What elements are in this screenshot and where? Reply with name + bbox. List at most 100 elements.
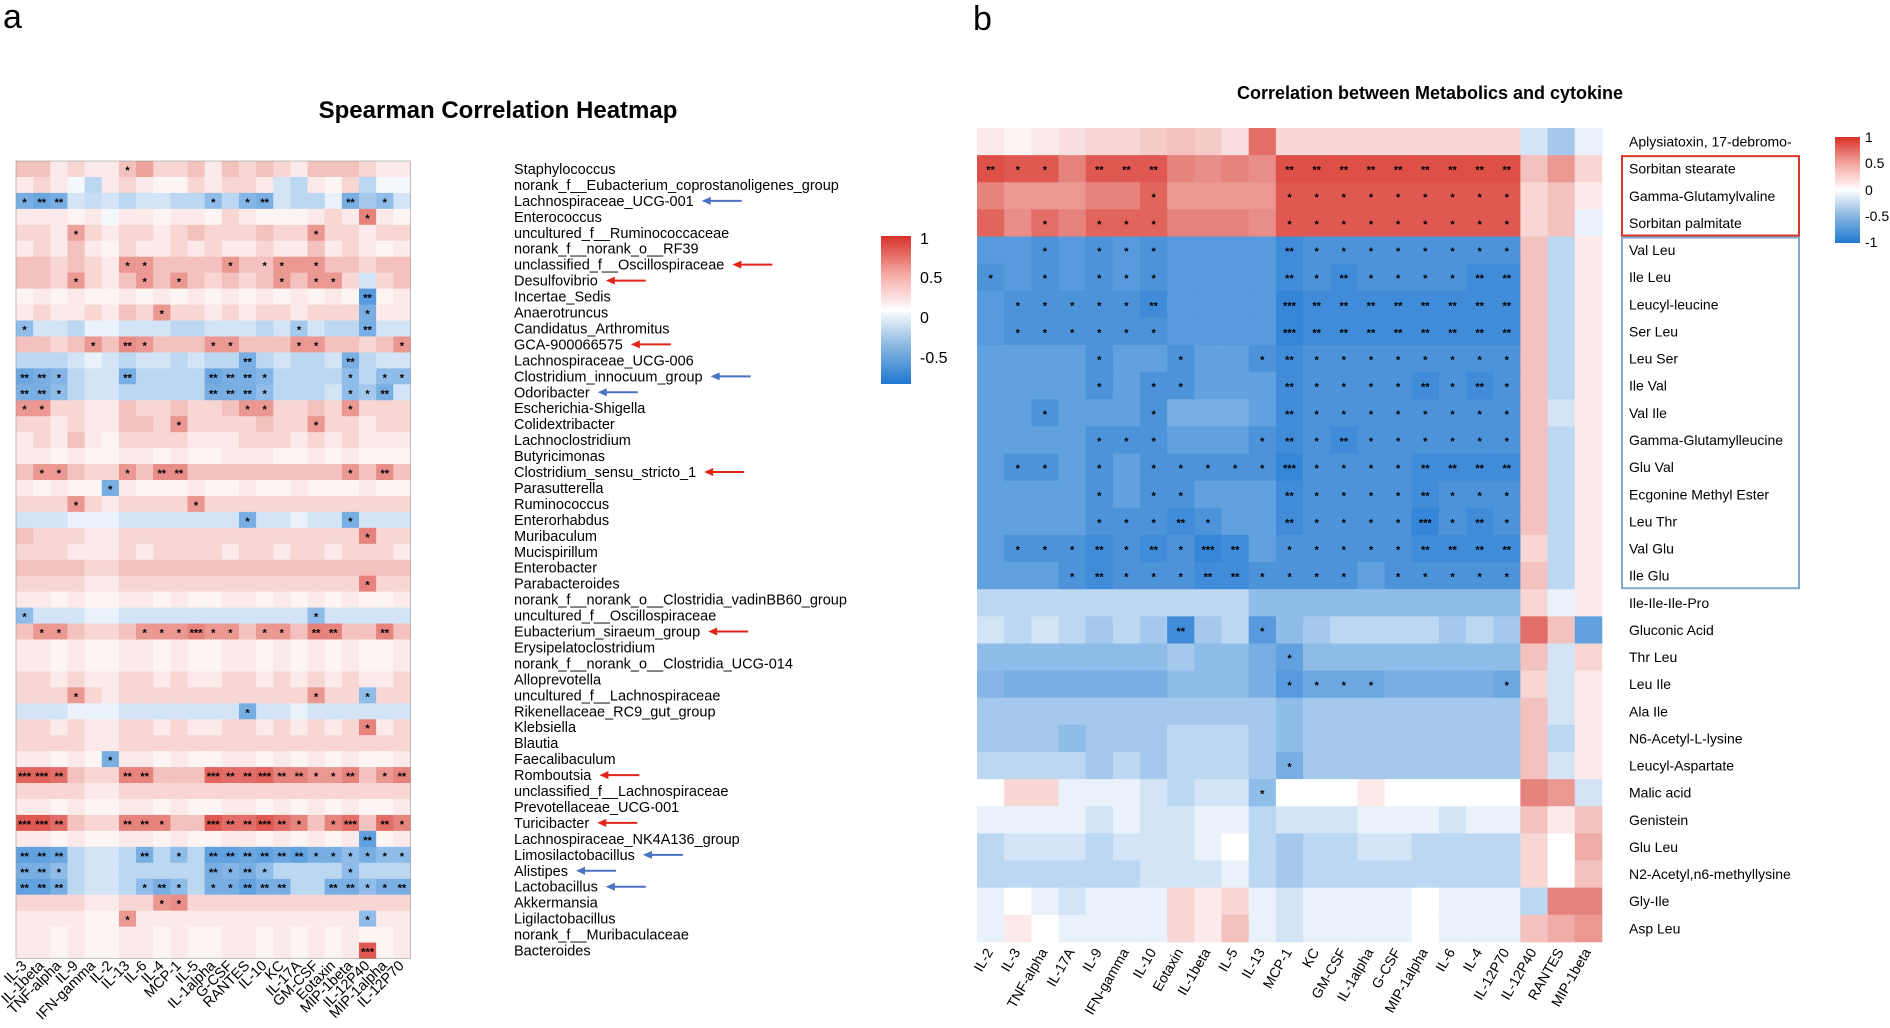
heatmap-a-cell <box>324 432 343 449</box>
heatmap-b-cell <box>1004 128 1032 156</box>
heatmap-a-cell <box>84 352 103 369</box>
heatmap-a-cell <box>101 224 120 242</box>
heatmap-b-cell <box>1574 887 1603 916</box>
heatmap-a-star: ** <box>55 771 64 783</box>
heatmap-a-star: ** <box>20 867 29 879</box>
heatmap-a-cell <box>376 448 394 465</box>
heatmap-b-cell <box>1112 345 1141 373</box>
heatmap-b-cell <box>1357 806 1385 834</box>
heatmap-b-cell <box>1384 236 1413 265</box>
heatmap-a-cell <box>324 846 343 864</box>
heatmap-a-cell <box>101 591 120 608</box>
heatmap-a-star: ** <box>243 388 252 400</box>
heatmap-a-cell <box>84 480 103 497</box>
heatmap-a-cell <box>33 910 51 927</box>
heatmap-b-row-label: Glu Val <box>1629 459 1674 475</box>
heatmap-b-star: * <box>1423 219 1428 231</box>
heatmap-a-cell <box>376 336 394 353</box>
heatmap-a-cell <box>238 288 257 305</box>
heatmap-a-cell <box>101 862 120 880</box>
heatmap-b-cell <box>1438 128 1467 156</box>
heatmap-b-cell <box>1330 236 1358 265</box>
heatmap-a-cell <box>187 655 206 672</box>
heatmap-b-cell <box>1167 643 1195 671</box>
heatmap-a-cell <box>273 894 291 912</box>
heatmap-a-cell <box>204 384 223 401</box>
heatmap-a-cell <box>136 336 154 353</box>
heatmap-a-cell <box>359 176 377 194</box>
heatmap-a-star: * <box>263 261 268 273</box>
heatmap-b-cell <box>1031 914 1059 943</box>
heatmap-b-cell <box>1493 155 1521 183</box>
heatmap-a-cell <box>33 799 51 816</box>
heatmap-a-cell <box>136 527 154 545</box>
heatmap-a-star: * <box>400 372 405 384</box>
heatmap-b-cell <box>1221 263 1250 292</box>
heatmap-a-star: ** <box>37 883 46 895</box>
heatmap-a-star: * <box>211 883 216 895</box>
heatmap-a-cell <box>118 527 137 545</box>
heatmap-b-cell <box>1438 453 1467 482</box>
heatmap-a-cell <box>101 416 120 433</box>
colorbar-a-gradient <box>881 236 911 384</box>
heatmap-a-row-label: Lactobacillus <box>514 880 598 896</box>
heatmap-a-cell <box>238 639 257 656</box>
heatmap-b-cell <box>1574 155 1603 183</box>
heatmap-b-cell <box>1357 751 1385 780</box>
heatmap-b-cell <box>1330 562 1358 590</box>
heatmap-b-cell <box>1466 670 1494 699</box>
heatmap-a-cell <box>359 942 377 959</box>
heatmap-b-cell <box>1194 480 1222 509</box>
heatmap-b-cell <box>1058 806 1087 834</box>
heatmap-b-cell <box>1493 534 1521 563</box>
heatmap-a-cell <box>238 368 257 385</box>
heatmap-b-cell <box>1520 480 1548 509</box>
heatmap-a-cell <box>101 432 120 449</box>
heatmap-a-cell <box>359 288 377 305</box>
heatmap-b-cell <box>1330 751 1358 780</box>
heatmap-a-cell <box>393 352 411 369</box>
heatmap-a-cell <box>341 719 360 736</box>
heatmap-a-star: ** <box>209 867 218 879</box>
heatmap-a-star: * <box>125 915 130 927</box>
heatmap-b-cell <box>1221 697 1250 726</box>
heatmap-a-cell <box>238 799 257 816</box>
heatmap-a-cell <box>393 687 411 704</box>
heatmap-b-cell <box>1167 128 1195 156</box>
heatmap-a-cell <box>359 862 377 880</box>
heatmap-a-row-label: Lachnospiraceae_UCG-001 <box>514 194 694 210</box>
heatmap-a-cell <box>136 288 154 305</box>
heatmap-a-cell <box>256 926 274 943</box>
heatmap-b-cell <box>1221 507 1250 536</box>
heatmap-a-star: * <box>383 851 388 863</box>
heatmap-b-star: ** <box>1421 463 1430 475</box>
heatmap-b-cell <box>1330 263 1358 292</box>
heatmap-a-cell <box>136 320 154 337</box>
heatmap-a-cell <box>50 894 68 912</box>
heatmap-a-cell <box>170 894 188 912</box>
heatmap-a-cell <box>221 464 240 481</box>
heatmap-a-cell <box>204 559 223 577</box>
heatmap-b-cell <box>1357 779 1385 807</box>
heatmap-b-cell <box>1167 806 1195 834</box>
heatmap-a-star: ** <box>312 628 321 640</box>
heatmap-a-star: * <box>40 468 45 480</box>
heatmap-a-star: * <box>280 277 285 289</box>
heatmap-a-star: ** <box>243 771 252 783</box>
heatmap-a-cell <box>136 368 154 385</box>
heatmap-b-cell <box>1330 290 1358 319</box>
heatmap-a-cell <box>67 830 85 848</box>
heatmap-b-cell <box>1384 182 1413 210</box>
heatmap-a-cell <box>187 623 206 640</box>
heatmap-b-cell <box>1493 372 1521 400</box>
heatmap-a-cell <box>273 288 291 305</box>
heatmap-a-cell <box>101 240 120 258</box>
heatmap-a-cell <box>359 671 377 688</box>
heatmap-b-cell <box>1547 887 1576 916</box>
heatmap-a-cell <box>341 735 360 752</box>
heatmap-a-cell <box>170 400 188 417</box>
heatmap-b-cell <box>977 562 1005 590</box>
heatmap-b-cell <box>1411 860 1440 889</box>
heatmap-b-cell <box>1085 263 1114 292</box>
heatmap-b-cell <box>1574 209 1603 237</box>
